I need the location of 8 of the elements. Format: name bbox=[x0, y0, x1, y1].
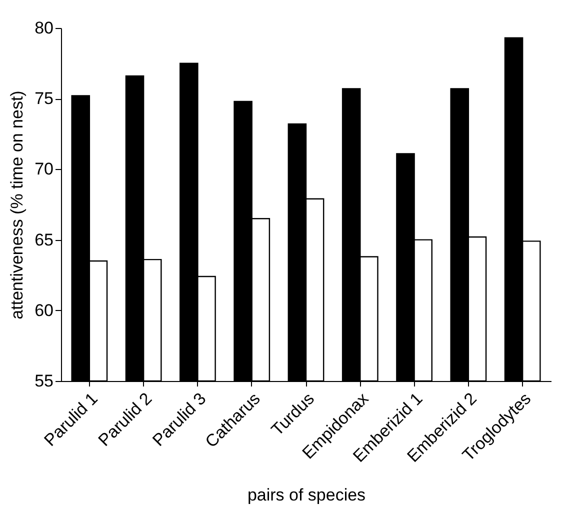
y-tick-label: 75 bbox=[34, 89, 54, 108]
y-tick-label: 60 bbox=[34, 300, 54, 320]
y-tick-label: 70 bbox=[34, 160, 54, 179]
y-tick-label: 65 bbox=[34, 230, 54, 250]
y-axis-title: attentiveness (% time on nest) bbox=[8, 90, 27, 320]
y-tick-label: 80 bbox=[34, 18, 54, 38]
x-axis-title: pairs of species bbox=[247, 485, 366, 504]
y-tick-label: 55 bbox=[34, 372, 54, 390]
